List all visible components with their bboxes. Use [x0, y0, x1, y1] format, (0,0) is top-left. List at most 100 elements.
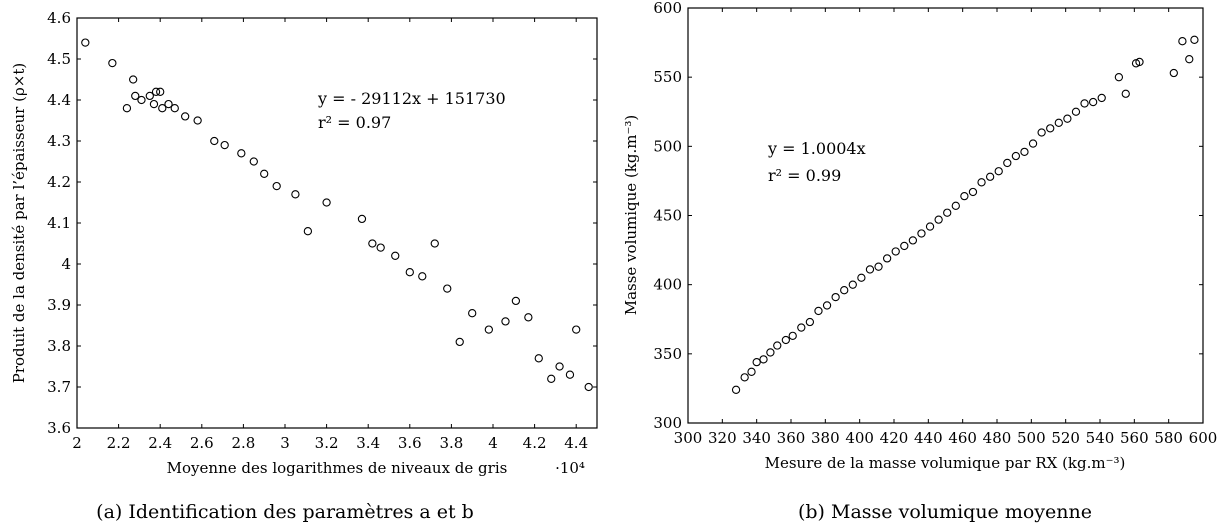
- data-point: [1178, 37, 1187, 46]
- data-point: [145, 91, 154, 101]
- x-tick-label: 480: [983, 429, 1012, 447]
- y-tick-label: 450: [653, 207, 682, 225]
- data-point: [759, 355, 768, 364]
- data-point: [797, 323, 806, 332]
- y-tick-label: 300: [653, 414, 682, 432]
- data-point: [822, 301, 832, 310]
- data-point: [1080, 99, 1089, 108]
- x-tick-label: 520: [1051, 429, 1080, 447]
- chart-a-equation: y = - 29112x + 151730: [317, 89, 506, 108]
- x-tick-label: 2.8: [231, 434, 255, 452]
- data-point: [151, 87, 161, 96]
- x-tick-label: 3: [280, 434, 290, 452]
- y-tick-label: 4.5: [47, 50, 71, 68]
- x-tick-label: 4.4: [564, 434, 588, 452]
- data-point: [857, 273, 866, 282]
- data-point: [934, 215, 943, 224]
- data-point: [1071, 107, 1081, 116]
- data-point: [1185, 55, 1194, 64]
- x-tick-label: 4: [488, 434, 498, 452]
- data-point: [908, 236, 918, 245]
- data-point: [985, 172, 995, 181]
- data-point: [249, 157, 258, 166]
- data-point: [766, 348, 775, 357]
- chart-b-points: [731, 35, 1199, 394]
- x-tick-label: 320: [708, 429, 737, 447]
- data-point: [1097, 93, 1106, 103]
- data-point: [272, 181, 281, 191]
- x-tick-label: 3.6: [398, 434, 422, 452]
- data-point: [740, 373, 749, 382]
- chart-a-ticks: 2 2.2 2.4 2.6 2.8 3 3.2 3.4 3.6 3.8 4 4.2 4.4 3.6 3.7 3…: [47, 9, 597, 452]
- chart-b-equation: y = 1.0004x: [767, 139, 866, 158]
- data-point: [1088, 97, 1098, 107]
- chart-a-x-multiplier: ·10⁴: [555, 459, 585, 477]
- data-point: [443, 284, 452, 293]
- data-point: [156, 87, 165, 96]
- x-tick-label: 2.2: [107, 434, 131, 452]
- data-point: [773, 341, 782, 350]
- data-point: [555, 362, 564, 371]
- x-tick-label: 400: [845, 429, 874, 447]
- data-point: [968, 187, 978, 197]
- data-point: [181, 112, 190, 121]
- data-point: [788, 331, 797, 340]
- data-point: [391, 251, 400, 260]
- chart-a: 2 2.2 2.4 2.6 2.8 3 3.2 3.4 3.6 3.8 4 4.2 4.4 3.6 3.7 3…: [10, 9, 598, 523]
- data-point: [405, 268, 414, 277]
- data-point: [291, 190, 300, 199]
- x-tick-label: 360: [777, 429, 806, 447]
- y-tick-label: 3.6: [47, 419, 71, 437]
- data-point: [1020, 147, 1029, 157]
- y-tick-label: 4.1: [47, 214, 71, 232]
- x-tick-label: 2.4: [148, 434, 172, 452]
- data-point: [943, 208, 952, 217]
- chart-b-xlabel: Mesure de la masse volumique par RX (kg.…: [765, 454, 1126, 472]
- data-point: [210, 136, 219, 146]
- data-point: [565, 370, 575, 379]
- y-tick-label: 3.8: [47, 337, 71, 355]
- chart-a-caption: (a) Identification des paramètres a et b: [96, 501, 474, 523]
- data-point: [951, 201, 960, 210]
- data-point: [781, 335, 790, 345]
- data-point: [960, 191, 969, 201]
- data-point: [220, 140, 229, 150]
- y-tick-label: 500: [653, 137, 682, 155]
- x-tick-label: 2.6: [190, 434, 214, 452]
- data-point: [170, 104, 179, 113]
- data-point: [848, 280, 857, 289]
- data-point: [547, 374, 556, 383]
- data-point: [131, 91, 140, 101]
- data-point: [158, 104, 167, 113]
- data-point: [840, 286, 849, 295]
- y-tick-label: 600: [653, 0, 682, 17]
- y-tick-label: 4.4: [47, 91, 71, 109]
- data-point: [1046, 124, 1055, 133]
- x-tick-label: 3.2: [315, 434, 339, 452]
- data-point: [193, 116, 202, 125]
- x-tick-label: 3.8: [439, 434, 463, 452]
- chart-b-ticks: 300 320 340 360 380 400 420 440 460 480 500 520 540 5…: [653, 0, 1217, 447]
- data-point: [584, 382, 593, 392]
- y-tick-label: 350: [653, 345, 682, 363]
- y-tick-label: 4.6: [47, 9, 71, 27]
- x-tick-label: 340: [742, 429, 771, 447]
- data-point: [376, 243, 385, 252]
- chart-b-ylabel: Masse volumique (kg.m⁻³): [622, 115, 640, 316]
- data-point: [1028, 139, 1038, 148]
- data-point: [752, 357, 761, 367]
- x-tick-label: 600: [1189, 429, 1218, 447]
- chart-a-points: [81, 38, 593, 392]
- x-tick-label: 440: [914, 429, 943, 447]
- chart-a-frame: [76, 17, 598, 429]
- y-tick-label: 4: [61, 255, 71, 273]
- data-point: [524, 313, 533, 322]
- data-point: [900, 241, 909, 251]
- data-point: [1003, 158, 1012, 168]
- x-tick-label: 4.2: [523, 434, 547, 452]
- data-point: [1169, 68, 1178, 78]
- data-point: [430, 239, 439, 248]
- x-tick-label: 380: [811, 429, 840, 447]
- x-tick-label: 420: [880, 429, 909, 447]
- data-point: [1054, 118, 1063, 127]
